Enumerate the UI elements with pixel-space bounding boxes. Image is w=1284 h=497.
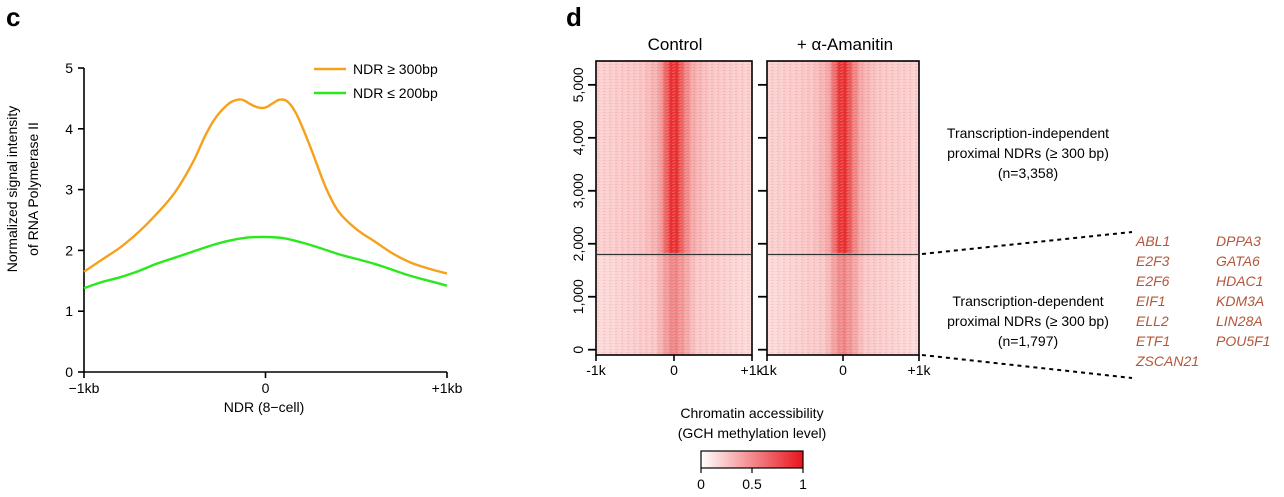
heatmap-x-tick-label: 0 — [670, 362, 678, 378]
gene-label: KDM3A — [1216, 293, 1264, 309]
gene-label: LIN28A — [1216, 313, 1263, 329]
y-axis-label-line2: of RNA Polymerase II — [25, 122, 41, 256]
connector-top — [921, 231, 1133, 255]
colorbar-tick-label: 0 — [697, 476, 705, 492]
heatmap-x-tick-label: +1k — [741, 362, 765, 378]
legend-label: NDR ≥ 300bp — [353, 61, 438, 77]
group-independent-line1: Transcription-independent — [947, 125, 1109, 141]
gene-label: E2F6 — [1136, 273, 1170, 289]
y-axis-label-line1: Normalized signal intensity — [4, 106, 20, 273]
heatmap-amanitin — [766, 60, 920, 356]
group-dependent-line1: Transcription-dependent — [952, 293, 1103, 309]
gene-label: EIF1 — [1136, 293, 1166, 309]
y-tick-label: 1 — [65, 303, 73, 319]
connector-bottom — [921, 354, 1133, 379]
gene-label: ELL2 — [1136, 313, 1169, 329]
heatmap-control — [595, 60, 753, 356]
gene-label: ABL1 — [1135, 233, 1170, 249]
heatmap-y-tick-label: 1,000 — [570, 279, 586, 314]
colorbar-ticks: 0 0.5 1 — [697, 468, 807, 492]
group-independent-line2: proximal NDRs (≥ 300 bp) — [947, 145, 1109, 161]
line-chart-series — [83, 98, 448, 290]
heatmap-x-tick-label: -1k — [757, 362, 777, 378]
y-tick-label: 4 — [65, 121, 73, 137]
y-tick-label: 2 — [65, 242, 73, 258]
heatmaps: Control + α-Amanitin 0 1,000 2,000 3,000 4,0… — [570, 35, 1270, 379]
heatmap-x-tick-label: +1k — [908, 362, 932, 378]
heatmap-x-tick-label: 0 — [839, 362, 847, 378]
gene-list: ABL1 E2F3 E2F6 EIF1 ELL2 ETF1 ZSCAN21 DPPA3 GATA… — [1135, 233, 1270, 369]
panel-letter-c: c — [6, 2, 20, 32]
series-line-ndr-le-200 — [83, 235, 448, 290]
x-axis-label: NDR (8−cell) — [224, 399, 305, 415]
x-tick-label: +1kb — [432, 380, 463, 396]
legend-label: NDR ≤ 200bp — [353, 85, 438, 101]
heatmap-y-tick-label: 5,000 — [570, 67, 586, 102]
colorbar-gradient — [700, 450, 804, 469]
group-dependent-line2: proximal NDRs (≥ 300 bp) — [947, 313, 1109, 329]
group-dependent-line3: (n=1,797) — [998, 333, 1058, 349]
heatmap-y-tick-label: 4,000 — [570, 120, 586, 155]
group-label-independent: Transcription-independent proximal NDRs … — [947, 125, 1109, 181]
gene-label: ETF1 — [1136, 333, 1170, 349]
heatmap-title-control: Control — [648, 35, 703, 54]
y-tick-label: 5 — [65, 60, 73, 76]
gene-label: GATA6 — [1216, 253, 1260, 269]
heatmap-x-tick-label: -1k — [586, 362, 606, 378]
colorbar-tick-label: 0.5 — [742, 476, 762, 492]
line-chart-legend: NDR ≥ 300bp NDR ≤ 200bp — [314, 61, 438, 101]
gene-label: HDAC1 — [1216, 273, 1263, 289]
colorbar-title-line1: Chromatin accessibility — [680, 405, 823, 421]
group-independent-line3: (n=3,358) — [998, 165, 1058, 181]
x-tick-label: −1kb — [69, 380, 100, 396]
gene-label: POU5F1 — [1216, 333, 1270, 349]
gene-label: DPPA3 — [1216, 233, 1261, 249]
heatmap-y-tick-label: 0 — [570, 346, 586, 354]
colorbar-title-line2: (GCH methylation level) — [678, 425, 827, 441]
heatmap-y-tick-label: 3,000 — [570, 173, 586, 208]
heatmap-title-amanitin: + α-Amanitin — [797, 35, 893, 54]
heatmap-y-tick-label: 2,000 — [570, 226, 586, 261]
gene-label: E2F3 — [1136, 253, 1170, 269]
y-tick-label: 0 — [65, 364, 73, 380]
colorbar: Chromatin accessibility (GCH methylation… — [678, 405, 827, 492]
y-tick-label: 3 — [65, 182, 73, 198]
x-tick-label: 0 — [262, 380, 270, 396]
panel-letter-d: d — [566, 2, 582, 32]
colorbar-tick-label: 1 — [799, 476, 807, 492]
series-line-ndr-ge-300 — [83, 98, 448, 275]
group-label-dependent: Transcription-dependent proximal NDRs (≥… — [947, 293, 1109, 349]
gene-label: ZSCAN21 — [1135, 353, 1199, 369]
